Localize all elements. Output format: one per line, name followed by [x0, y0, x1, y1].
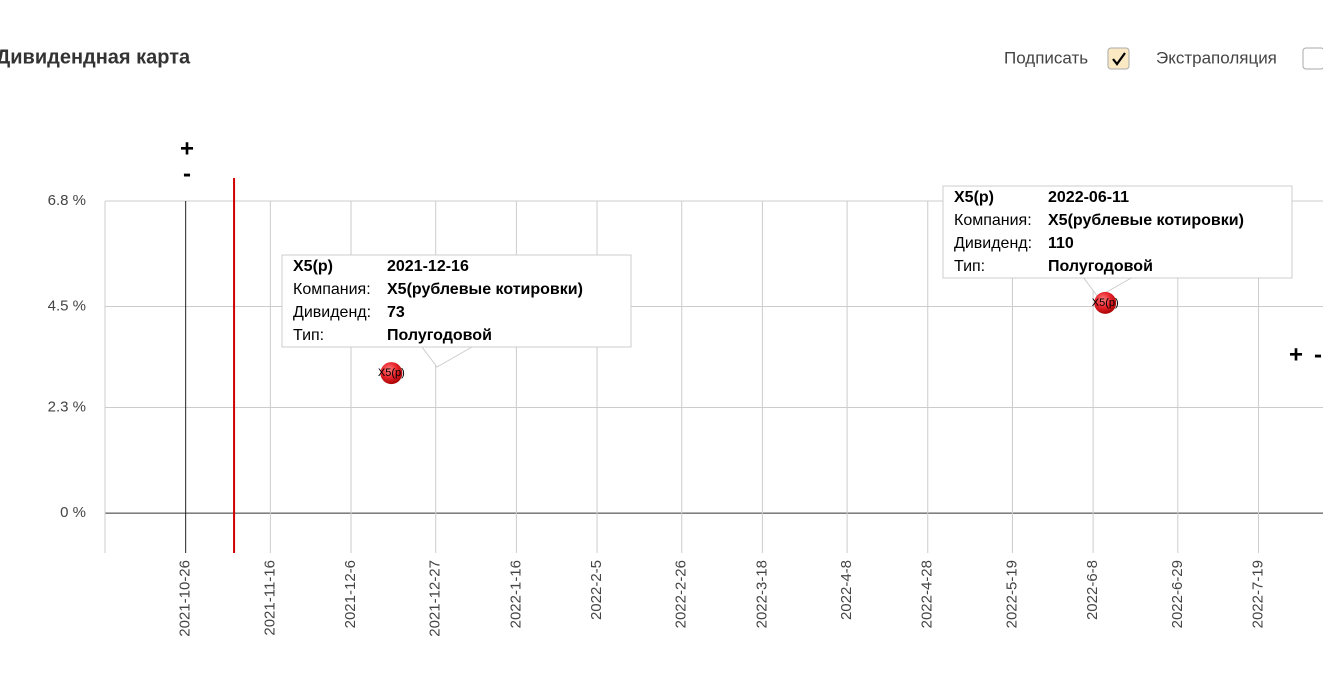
tooltip-value: X5(рублевые котировки): [1048, 212, 1244, 229]
zoom-out[interactable]: -: [183, 160, 191, 187]
x-tick-label: 2022-1-16: [507, 560, 524, 628]
y-tick-label: 4.5 %: [48, 298, 86, 315]
tooltip-field: Компания:: [954, 212, 1032, 229]
x-tick-label: 2021-12-6: [342, 560, 359, 628]
tooltip-name: X5(р): [293, 258, 333, 275]
tooltip-field: Компания:: [293, 281, 371, 298]
checkmark: [1112, 52, 1126, 66]
tooltip-value: Полугодовой: [1048, 258, 1153, 275]
control-label[interactable]: Экстраполяция: [1156, 48, 1277, 67]
tooltip-value: 73: [387, 304, 405, 321]
x-tick-label: 2022-2-5: [588, 560, 605, 620]
x-tick-label: 2022-4-8: [838, 560, 855, 620]
x-tick-label: 2022-3-18: [753, 560, 770, 628]
x-tick-label: 2022-6-29: [1169, 560, 1186, 628]
tooltip: [281, 254, 632, 348]
tooltip-field: Тип:: [954, 258, 985, 275]
point[interactable]: [380, 362, 403, 385]
y-tick-label: 0 %: [60, 504, 86, 521]
x-tick-label: 2022-7-19: [1249, 560, 1266, 628]
tooltip-tail: [421, 346, 473, 368]
tooltip-name: X5(р): [954, 189, 994, 206]
x-tick-label: 2022-4-28: [919, 560, 936, 628]
tooltip-value: 110: [1048, 235, 1074, 252]
x-tick-label: 2021-10-26: [177, 560, 194, 637]
y-tick-label: 2.3 %: [48, 398, 86, 415]
x-tick-label: 2021-11-16: [261, 560, 278, 636]
zoom-out[interactable]: -: [1314, 341, 1322, 368]
point-label: X5(р): [378, 367, 405, 379]
point-label: X5(р): [1092, 297, 1119, 309]
page-title: Дивидендная карта: [0, 46, 191, 68]
zoom-in[interactable]: +: [1289, 341, 1303, 368]
tooltip-value: X5(рублевые котировки): [387, 281, 583, 298]
tooltip-date: 2022-06-11: [1048, 189, 1129, 206]
control-label[interactable]: Подписать: [1004, 48, 1088, 67]
checkbox[interactable]: [1107, 47, 1130, 70]
x-tick-label: 2022-5-19: [1003, 560, 1020, 628]
tooltip-field: Дивиденд:: [954, 235, 1032, 252]
y-tick-label: 6.8 %: [48, 192, 86, 209]
x-tick-label: 2022-6-8: [1084, 560, 1101, 620]
checkbox[interactable]: [1302, 47, 1323, 70]
point[interactable]: [1094, 291, 1117, 314]
tooltip-field: Тип:: [293, 327, 324, 344]
tooltip-field: Дивиденд:: [293, 304, 371, 321]
x-tick-label: 2022-2-26: [673, 560, 690, 628]
x-tick-label: 2021-12-27: [427, 560, 444, 637]
tooltip: [942, 185, 1293, 279]
tooltip-value: Полугодовой: [387, 327, 492, 344]
zoom-in[interactable]: +: [180, 135, 194, 162]
tooltip-date: 2021-12-16: [387, 258, 469, 275]
